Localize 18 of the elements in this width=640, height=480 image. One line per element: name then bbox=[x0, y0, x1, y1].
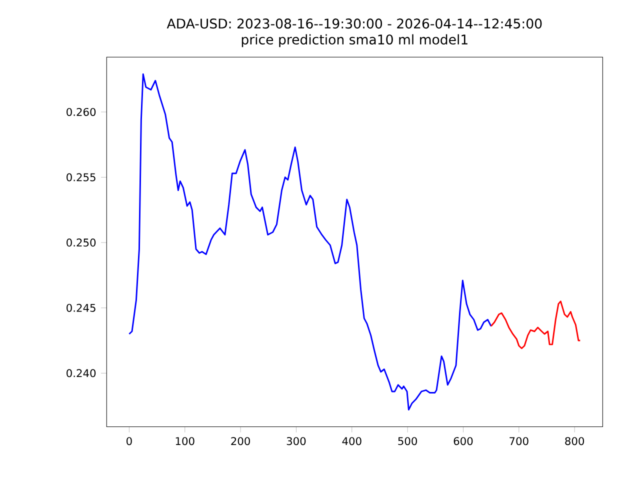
x-tick-label: 500 bbox=[398, 437, 417, 446]
y-tick-label: 0.245 bbox=[66, 304, 96, 312]
y-tick-label: 0.240 bbox=[66, 369, 96, 378]
x-tick-label: 300 bbox=[286, 437, 306, 446]
chart-title: ADA-USD: 2023-08-16--19:30:00 - 2026-04-14--12:45:00 bbox=[166, 18, 542, 29]
chart-subtitle: price prediction sma10 ml model1 bbox=[242, 34, 468, 48]
x-tick-label: 200 bbox=[231, 437, 250, 446]
x-tick-label: 600 bbox=[454, 437, 473, 446]
x-tick-label: 700 bbox=[510, 437, 528, 446]
x-tick-label: 100 bbox=[176, 437, 194, 446]
y-tick-label: 0.255 bbox=[66, 173, 96, 182]
y-tick-label: 0.250 bbox=[66, 238, 96, 247]
x-tick-label: 400 bbox=[342, 437, 362, 446]
x-tick-label: 0 bbox=[126, 437, 132, 446]
y-tick-label: 0.260 bbox=[66, 108, 96, 116]
line-series bbox=[490, 300, 581, 350]
line-series bbox=[128, 73, 492, 410]
x-tick-label: 800 bbox=[565, 437, 584, 446]
